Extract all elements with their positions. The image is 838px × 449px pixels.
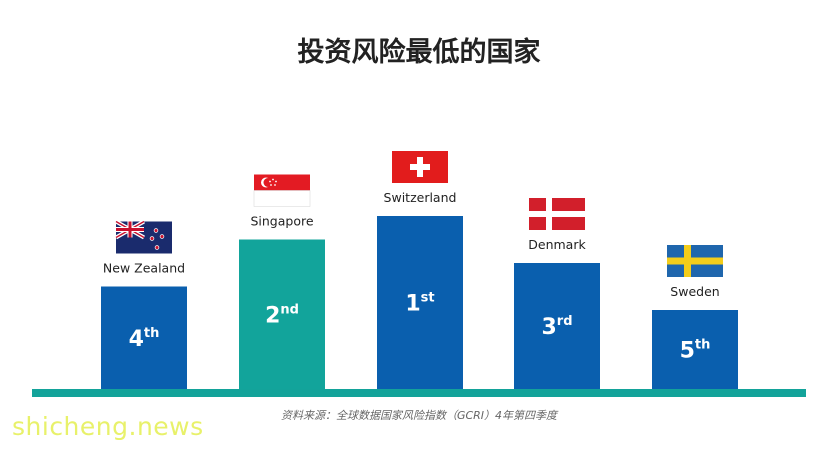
chart-baseline bbox=[32, 389, 806, 397]
rank-suffix: nd bbox=[280, 302, 299, 317]
chart-title: 投资风险最低的国家 bbox=[297, 37, 541, 68]
rank-suffix: th bbox=[695, 338, 710, 353]
watermark: shicheng.news bbox=[12, 412, 204, 441]
country-label: New Zealand bbox=[103, 261, 185, 276]
rank-number: 5 bbox=[680, 339, 695, 364]
source-note: 资料来源：全球数据国家风险指数（GCRI）4年第四季度 bbox=[280, 409, 558, 422]
denmark-flag-icon bbox=[529, 198, 585, 230]
bar bbox=[652, 310, 738, 389]
bar-group: 3rd Denmark bbox=[514, 198, 600, 389]
bar-group: 4th New Zealand bbox=[101, 219, 187, 389]
bar-group: 1st Switzerland bbox=[377, 151, 463, 389]
bar-group: 5th Sweden bbox=[652, 245, 738, 389]
switzerland-flag-icon bbox=[392, 151, 448, 183]
country-label: Switzerland bbox=[384, 190, 457, 205]
singapore-flag-icon bbox=[253, 174, 311, 207]
country-label: Singapore bbox=[250, 214, 313, 229]
rank-number: 4 bbox=[129, 327, 144, 352]
bar bbox=[514, 263, 600, 389]
bar-rank-label: 3rd bbox=[541, 314, 572, 340]
sweden-flag-icon bbox=[667, 245, 723, 277]
bar bbox=[239, 239, 325, 389]
rank-number: 3 bbox=[541, 315, 556, 340]
rank-suffix: rd bbox=[557, 314, 573, 329]
rank-number: 2 bbox=[265, 303, 280, 328]
bar-rank-label: 5th bbox=[680, 338, 711, 364]
bar bbox=[101, 286, 187, 389]
bar-rank-label: 4th bbox=[129, 326, 160, 352]
country-label: Denmark bbox=[528, 237, 586, 252]
country-label: Sweden bbox=[670, 284, 719, 299]
rank-suffix: st bbox=[421, 291, 435, 306]
bar-rank-label: 1st bbox=[405, 291, 434, 317]
bar-rank-label: 2nd bbox=[265, 302, 299, 328]
bar-group: 2nd Singapore bbox=[239, 174, 325, 389]
new-zealand-flag-icon bbox=[115, 219, 172, 254]
rank-suffix: th bbox=[144, 326, 159, 341]
bar bbox=[377, 216, 463, 389]
rank-number: 1 bbox=[405, 292, 420, 317]
